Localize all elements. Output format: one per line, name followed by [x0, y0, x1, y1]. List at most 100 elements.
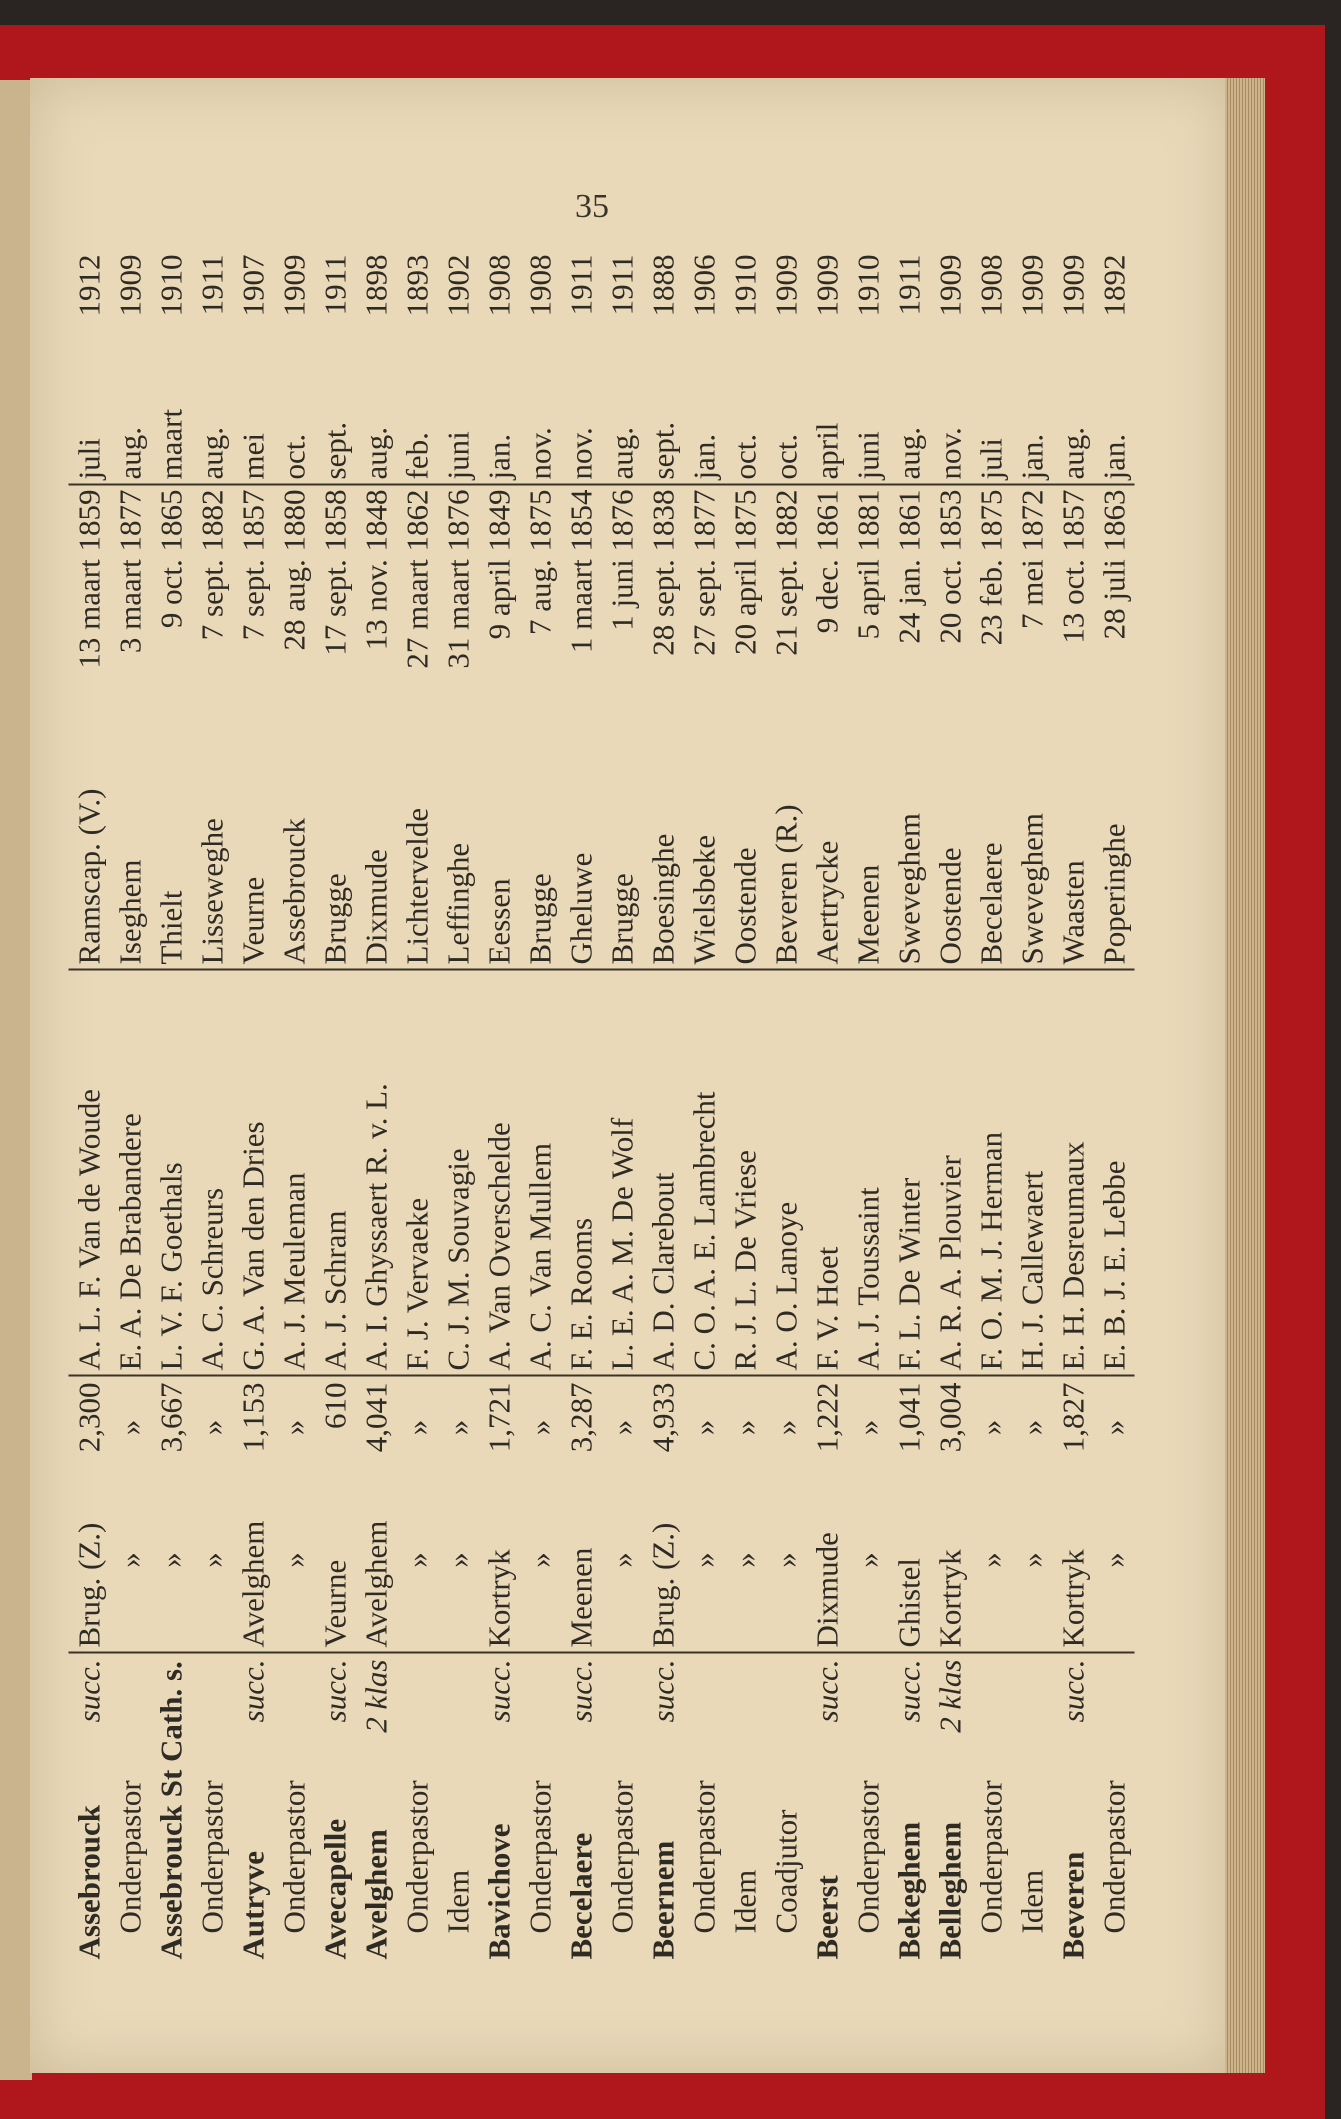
table-row: Onderpastor » » A. C. Van Mullem Brugge 7 aug…	[519, 243, 561, 1960]
rank-cell	[151, 1654, 192, 1755]
priest-name-cell: E. A. De Brabandere	[109, 970, 151, 1377]
birth-date-cell: 1 juni 1876	[604, 489, 640, 631]
population-cell: 1,041	[891, 1382, 927, 1453]
rank-cell	[397, 1654, 438, 1755]
deanery-cell: »	[109, 1472, 151, 1654]
deanery-cell: »	[273, 1472, 315, 1654]
birthplace-cell: Brugge	[519, 739, 561, 971]
rank-cell: 2 klas	[932, 1659, 968, 1733]
priest-name-cell: C. O. A. E. Lambrecht	[683, 970, 725, 1377]
appointed-year: 1909	[112, 254, 148, 317]
table-row: Avecapelle succ. Veurne 610 A. J. Schram Brug…	[314, 243, 356, 1960]
priest-name-cell: F. J. Vervaeke	[396, 970, 438, 1377]
appointment-date-cell: aug. 1911	[888, 254, 930, 486]
table-row: Becelaere succ. Meenen 3,287 F. E. Rooms Ghel…	[560, 243, 602, 1960]
deanery-cell: »	[437, 1472, 479, 1654]
appointed-month: jan.	[686, 433, 722, 480]
appointed-year: 1909	[276, 254, 312, 317]
appointment-date-cell: nov. 1908	[519, 254, 561, 486]
appointment-date-cell: nov. 1909	[929, 254, 971, 486]
appointed-year: 1902	[440, 254, 476, 317]
parish-cell: Onderpastor	[850, 1780, 886, 1934]
birthplace-cell: Dixmude	[355, 739, 397, 971]
birthplace-cell: Boesinghe	[642, 739, 684, 971]
birthplace-cell: Veurne	[232, 739, 274, 971]
birth-date-cell: 7 mei 1872	[1014, 489, 1050, 630]
parish-cell: Beerst	[809, 1875, 845, 1960]
birthplace-cell: Oostende	[929, 739, 971, 971]
appointment-date-cell: aug. 1898	[355, 254, 397, 486]
rank-cell	[602, 1654, 643, 1755]
birth-date-cell: 24 jan. 1861	[891, 489, 927, 644]
priest-name-cell: A. J. Meuleman	[273, 970, 315, 1377]
appointment-date-cell: oct. 1909	[273, 254, 315, 486]
appointment-date-cell: jan. 1908	[478, 254, 520, 486]
rank-cell: succ.	[563, 1659, 599, 1723]
appointment-date-cell: maart 1910	[150, 254, 192, 486]
population-cell: 4,933	[645, 1382, 681, 1453]
parish-cell: Onderpastor	[604, 1780, 640, 1934]
appointed-year: 1912	[71, 254, 107, 317]
birth-date-cell: 27 sept. 1877	[686, 489, 722, 656]
population-cell: »	[112, 1419, 148, 1436]
table-row: Idem » » R. J. L. De Vriese Oostende 20 april…	[724, 243, 766, 1960]
birthplace-cell: Iseghem	[109, 739, 151, 971]
parish-cell: Idem	[727, 1869, 763, 1934]
population-cell: »	[686, 1419, 722, 1436]
birthplace-cell: Lichtervelde	[396, 739, 438, 971]
appointed-year: 1911	[194, 254, 230, 316]
appointment-date-cell: aug. 1909	[1052, 254, 1094, 486]
table-row: Assebrouck succ. Brug. (Z.) 2,300 A. L. F. V…	[68, 243, 110, 1960]
population-cell: »	[768, 1419, 804, 1436]
appointed-year: 1909	[768, 254, 804, 317]
appointment-date-cell: juni 1902	[437, 254, 479, 486]
appointed-month: juni	[850, 431, 886, 480]
birth-date-cell: 21 sept. 1882	[768, 489, 804, 656]
priest-name-cell: A. C. Van Mullem	[519, 970, 561, 1377]
appointed-month: juli	[71, 438, 107, 480]
appointed-month: oct.	[768, 433, 804, 480]
appointment-date-cell: sept. 1888	[642, 254, 684, 486]
deanery-cell: »	[683, 1472, 725, 1654]
parish-cell: Assebrouck	[71, 1805, 107, 1960]
appointment-date-cell: jan. 1892	[1093, 254, 1135, 486]
table-row: Idem » » C. J. M. Souvagie Leffinghe 31 maart…	[437, 243, 479, 1960]
table-row: Onderpastor » » E. A. De Brabandere Iseghem 3…	[109, 243, 151, 1960]
birthplace-cell: Sweveghem	[1011, 739, 1053, 971]
parish-cell: Idem	[440, 1869, 476, 1934]
parish-cell: Avelghem	[358, 1829, 394, 1960]
rank-cell	[1094, 1654, 1135, 1755]
appointed-month: jan.	[481, 433, 517, 480]
appointed-month: april	[809, 422, 845, 480]
table-row: Beerst succ. Dixmude 1,222 F. V. Hoet Aertryc…	[806, 243, 848, 1960]
priest-name-cell: A. O. Lanoye	[765, 970, 807, 1377]
appointment-date-cell: oct. 1910	[724, 254, 766, 486]
table-row: Onderpastor » » C. O. A. E. Lambrecht Wielsb…	[683, 243, 725, 1960]
appointed-month: nov.	[932, 427, 968, 480]
appointed-year: 1907	[235, 254, 271, 317]
table-row: Onderpastor » » A. J. Toussaint Meenen 5 apri…	[847, 243, 889, 1960]
rank-cell: succ.	[891, 1659, 927, 1723]
birth-date-cell: 1 maart 1854	[563, 489, 599, 654]
appointed-month: oct.	[276, 433, 312, 480]
birth-date-cell: 13 oct. 1857	[1055, 489, 1091, 644]
priest-name-cell: H. J. Callewaert	[1011, 970, 1053, 1377]
priest-name-cell: L. E. A. M. De Wolf	[601, 970, 643, 1377]
appointed-year: 1911	[891, 254, 927, 316]
rank-cell	[1012, 1654, 1053, 1755]
deanery-cell: »	[519, 1472, 561, 1654]
appointed-month: nov.	[563, 427, 599, 480]
rank-cell	[971, 1654, 1012, 1755]
table-row: Beernem succ. Brug. (Z.) 4,933 A. D. Clarebo…	[642, 243, 684, 1960]
birthplace-cell: Becelaere	[970, 739, 1012, 971]
birth-date-cell: 28 sept. 1838	[645, 489, 681, 656]
population-cell: »	[1096, 1419, 1132, 1436]
population-cell: 1,721	[481, 1382, 517, 1453]
birthplace-cell: Sweveghem	[888, 739, 930, 971]
priest-name-cell: A. J. Toussaint	[847, 970, 889, 1377]
population-cell: »	[973, 1419, 1009, 1436]
appointed-month: aug.	[1055, 426, 1091, 480]
parish-cell: Assebrouck St Cath. s.	[153, 1661, 189, 1960]
table-row: Onderpastor » » F. J. Vervaeke Lichtervelde 2…	[396, 243, 438, 1960]
deanery-cell: »	[601, 1472, 643, 1654]
